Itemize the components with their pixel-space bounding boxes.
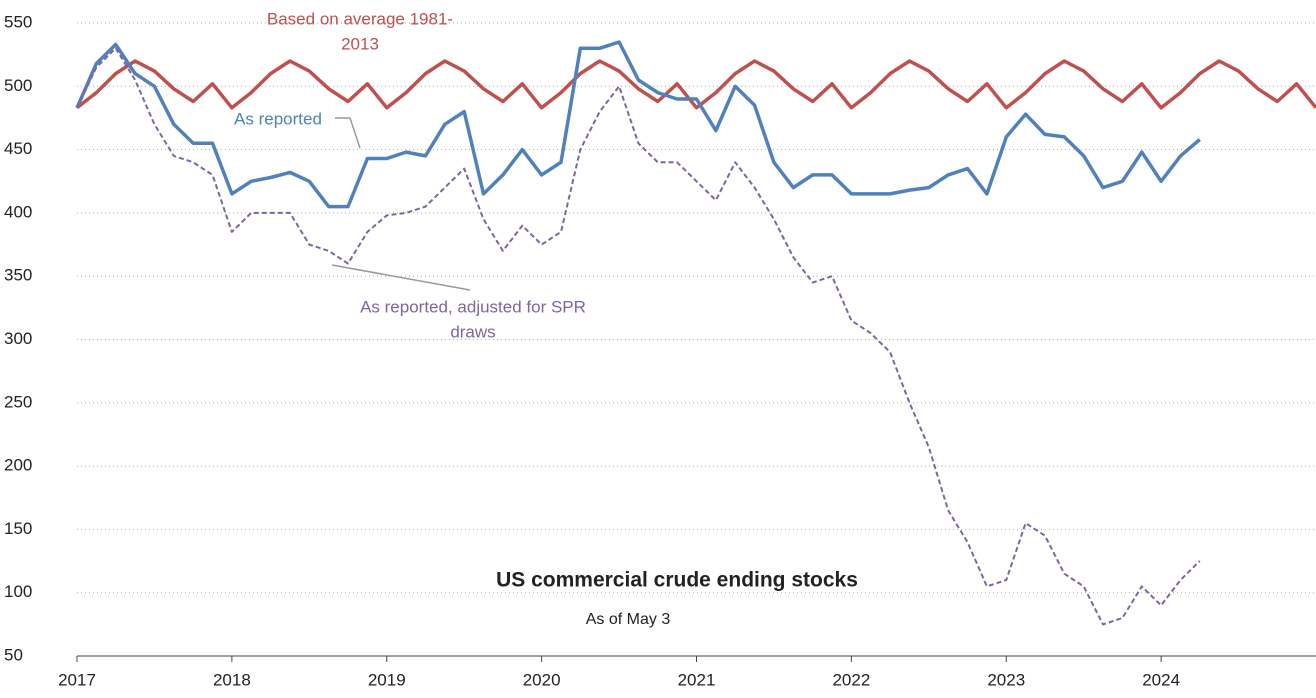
- y-tick-label: 50: [4, 645, 23, 664]
- series-label: As reported: [234, 109, 322, 128]
- x-tick-label: 2019: [368, 670, 406, 689]
- series-line: [75, 40, 1201, 209]
- chart-title: US commercial crude ending stocks: [496, 569, 858, 592]
- y-tick-label: 150: [4, 519, 32, 538]
- y-tick-label: 500: [4, 76, 32, 95]
- leader-line: [349, 117, 361, 149]
- x-tick-label: 2018: [213, 670, 251, 689]
- x-tick-label: 2022: [832, 670, 870, 689]
- y-tick-label: 300: [4, 329, 32, 348]
- x-tick-label: 2024: [1142, 670, 1180, 689]
- y-tick-label: 550: [4, 12, 32, 31]
- y-tick-label: 400: [4, 202, 32, 221]
- y-tick-label: 100: [4, 582, 32, 601]
- leader-line: [331, 264, 471, 291]
- x-tick-label: 2020: [523, 670, 561, 689]
- chart-subtitle: As of May 3: [586, 611, 671, 628]
- series-label: draws: [450, 322, 495, 341]
- series-label: Based on average 1981-: [267, 9, 453, 28]
- y-tick-label: 350: [4, 266, 32, 285]
- x-tick-label: 2017: [58, 670, 96, 689]
- x-tick-label: 2023: [987, 670, 1025, 689]
- x-tick-label: 2021: [678, 670, 716, 689]
- series-label: 2013: [341, 34, 379, 53]
- y-tick-label: 200: [4, 456, 32, 475]
- y-tick-label: 450: [4, 139, 32, 158]
- series-line: [76, 47, 1201, 626]
- series-line: [75, 59, 1316, 110]
- y-tick-label: 250: [4, 392, 32, 411]
- series-label: As reported, adjusted for SPR: [360, 297, 586, 316]
